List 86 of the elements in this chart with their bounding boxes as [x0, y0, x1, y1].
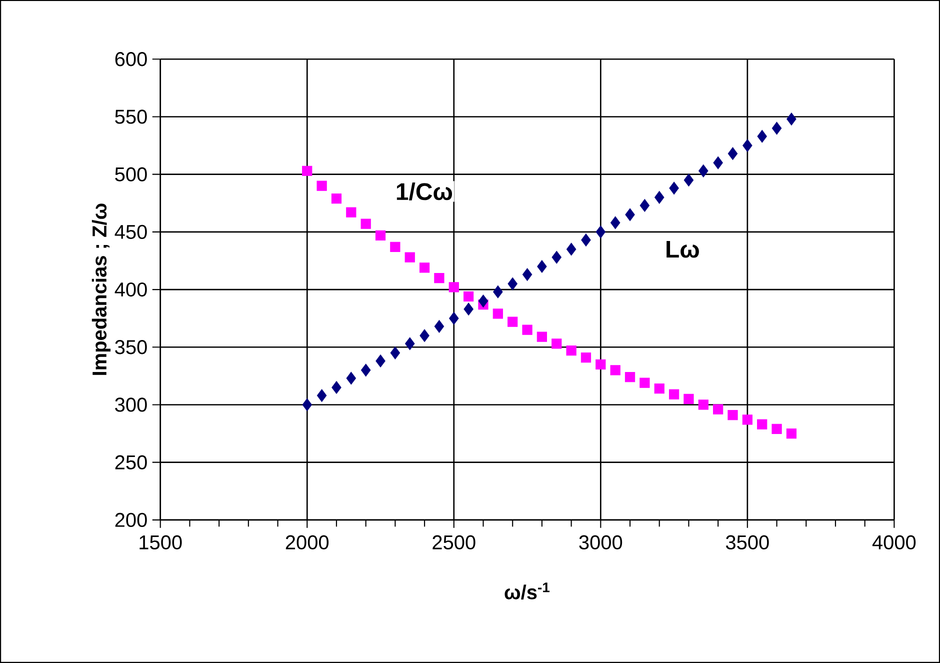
point	[786, 112, 796, 126]
point	[478, 294, 488, 308]
y-tick-label: 600	[115, 52, 147, 66]
point	[713, 156, 723, 170]
point	[508, 277, 518, 290]
point	[522, 324, 532, 335]
point	[360, 218, 371, 229]
point	[508, 316, 518, 327]
point	[346, 372, 356, 385]
point	[536, 332, 548, 342]
point	[434, 272, 444, 284]
point	[376, 354, 386, 368]
point	[596, 359, 606, 370]
point	[449, 312, 459, 325]
point	[419, 262, 430, 273]
point	[346, 207, 356, 218]
x-axis-title: ω/s$^{-1}$	[504, 582, 550, 600]
point	[302, 398, 312, 412]
point	[552, 338, 562, 349]
y-tick-label: 450	[114, 224, 147, 240]
point	[552, 250, 562, 264]
point	[464, 302, 474, 316]
x-tick-label: 4000	[872, 535, 916, 550]
x-tick-label: 1500	[140, 535, 182, 550]
point	[713, 404, 724, 414]
point	[654, 384, 664, 394]
point	[302, 166, 312, 176]
point	[698, 400, 708, 410]
y-tick-label: 400	[114, 282, 147, 297]
point	[698, 164, 708, 178]
y-axis-title: Impedancias ; Z/ω	[92, 204, 111, 375]
point	[404, 252, 415, 262]
y-tick-label: 250	[115, 455, 147, 470]
x-tick-label: 3500	[726, 535, 769, 550]
point	[581, 234, 591, 246]
point	[316, 180, 327, 191]
y-tick-label: 300	[115, 398, 147, 412]
point	[331, 193, 342, 204]
point	[332, 381, 342, 394]
point	[492, 308, 503, 319]
point	[772, 424, 782, 434]
point	[640, 378, 650, 388]
point	[493, 285, 503, 298]
point	[625, 208, 635, 222]
y-tick-label: 550	[115, 110, 147, 124]
point	[624, 372, 636, 382]
point	[566, 346, 576, 356]
series-label: 1/Cω	[396, 182, 452, 200]
point	[640, 199, 650, 212]
x-tick-label: 3000	[579, 535, 622, 550]
y-tick-label: 350	[115, 340, 147, 354]
point	[464, 291, 474, 302]
point	[757, 130, 767, 143]
point	[375, 230, 386, 240]
point	[684, 394, 694, 404]
y-tick-label: 500	[115, 167, 147, 182]
point	[728, 410, 738, 420]
point	[742, 139, 752, 152]
point	[786, 428, 797, 439]
point	[596, 226, 606, 238]
point	[668, 389, 680, 400]
point	[669, 182, 679, 195]
point	[434, 320, 444, 333]
series-label: Lω	[666, 241, 699, 258]
point	[405, 337, 415, 350]
point	[537, 260, 547, 273]
point	[420, 329, 430, 342]
y-tick-label: 200	[115, 512, 147, 528]
point	[654, 190, 664, 204]
point	[728, 147, 738, 160]
point	[610, 216, 620, 230]
point	[448, 282, 459, 292]
point	[566, 242, 576, 256]
point	[316, 389, 327, 402]
point	[772, 122, 782, 135]
point	[684, 174, 694, 186]
x-tick-label: 2000	[286, 535, 329, 550]
point	[610, 365, 620, 376]
point	[757, 419, 768, 430]
point	[580, 352, 592, 363]
point	[360, 364, 371, 377]
point	[522, 268, 532, 281]
point	[742, 414, 752, 425]
point	[390, 242, 400, 252]
x-tick-label: 2500	[432, 535, 476, 550]
point	[390, 346, 400, 360]
